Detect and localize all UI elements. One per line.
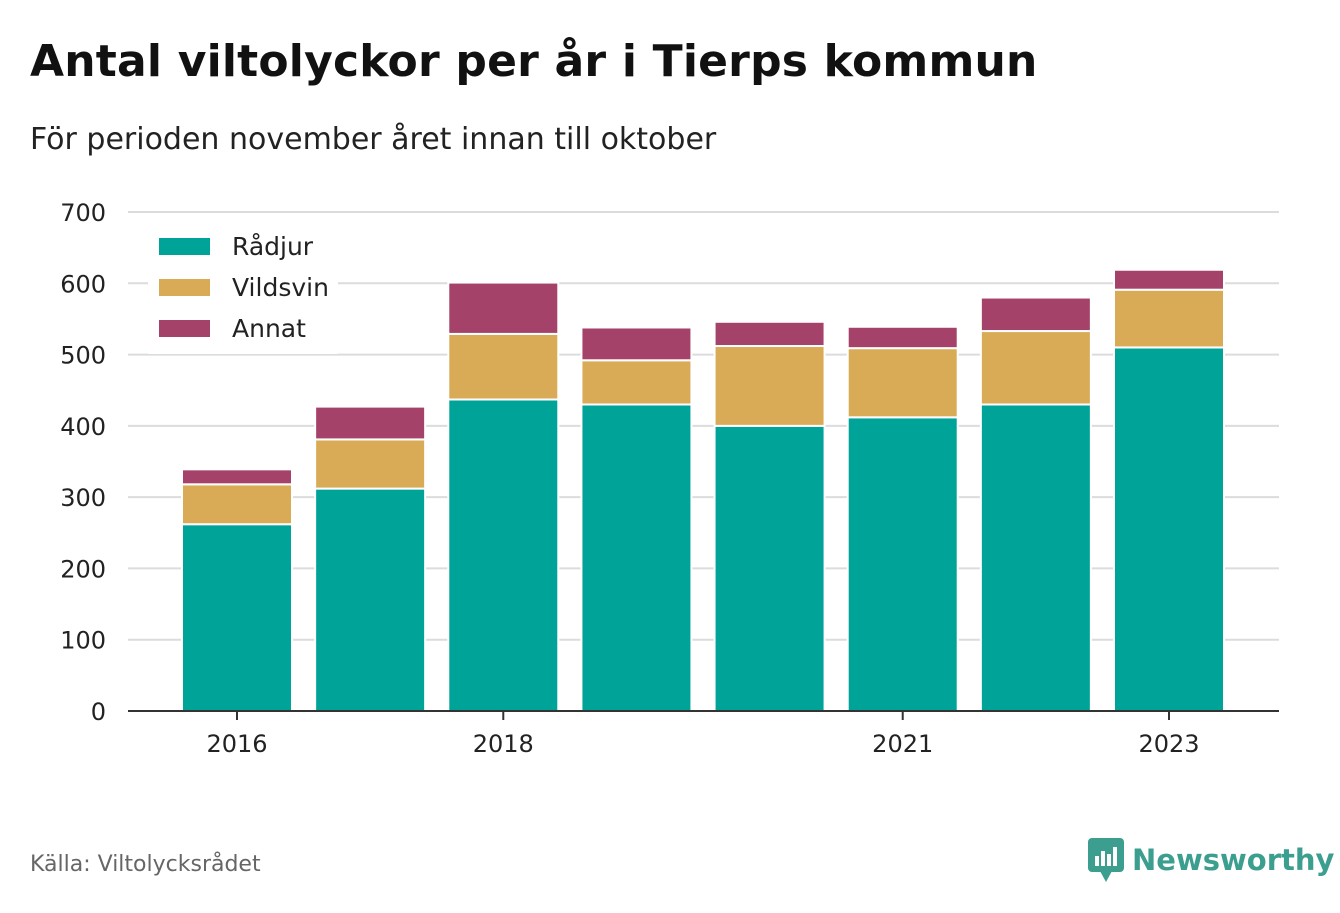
bar-segment-annat bbox=[314, 405, 427, 441]
brand-name: Newsworthy bbox=[1132, 843, 1335, 877]
bar-segment-annat bbox=[846, 325, 959, 350]
chart-subtitle: För perioden november året innan till ok… bbox=[30, 122, 717, 157]
legend-swatch bbox=[159, 279, 210, 296]
bar-segment-rådjur bbox=[181, 523, 293, 713]
bar-segment-vildsvin bbox=[314, 438, 427, 490]
legend-label: Annat bbox=[232, 314, 306, 343]
y-tick-label: 700 bbox=[60, 199, 106, 227]
y-axis: 0 100 200 300 400 500 600 700 bbox=[60, 199, 106, 726]
brand-logo: Newsworthy bbox=[1088, 838, 1334, 882]
bar-segment-vildsvin bbox=[181, 483, 293, 526]
bar-segment-vildsvin bbox=[713, 345, 826, 427]
x-tick-label: 2021 bbox=[872, 730, 933, 758]
bar-segment-annat bbox=[1113, 268, 1225, 291]
bar-segment-vildsvin bbox=[846, 347, 959, 419]
newsworthy-logo-icon bbox=[1088, 838, 1124, 882]
y-tick-label: 600 bbox=[60, 270, 106, 298]
legend-swatch bbox=[159, 238, 210, 255]
y-tick-label: 500 bbox=[60, 342, 106, 370]
legend: Rådjur Vildsvin Annat bbox=[148, 222, 338, 354]
bar-segment-rådjur bbox=[1113, 346, 1225, 712]
x-tick-label: 2016 bbox=[206, 730, 267, 758]
x-tick-label: 2023 bbox=[1138, 730, 1199, 758]
y-tick-label: 0 bbox=[91, 698, 106, 726]
chart-title: Antal viltolyckor per år i Tierps kommun bbox=[30, 36, 1038, 87]
bar-segment-rådjur bbox=[979, 403, 1092, 712]
bar-segment-vildsvin bbox=[1113, 288, 1225, 349]
source-note: Källa: Viltolycksrådet bbox=[30, 852, 261, 877]
y-tick-label: 200 bbox=[60, 555, 106, 583]
bar-segment-vildsvin bbox=[447, 332, 560, 401]
bar-segment-rådjur bbox=[713, 424, 826, 712]
bar-segment-annat bbox=[580, 326, 693, 362]
legend-label: Vildsvin bbox=[232, 273, 329, 302]
bar-segment-annat bbox=[181, 468, 293, 486]
y-tick-label: 100 bbox=[60, 627, 106, 655]
bar-segment-rådjur bbox=[580, 403, 693, 712]
bar-segment-annat bbox=[713, 320, 826, 348]
legend-label: Rådjur bbox=[232, 232, 314, 261]
bar-segment-annat bbox=[979, 296, 1092, 333]
bars bbox=[181, 268, 1225, 713]
bar-segment-annat bbox=[447, 281, 560, 335]
bar-segment-vildsvin bbox=[979, 330, 1092, 406]
bar-segment-vildsvin bbox=[580, 359, 693, 406]
bar-segment-rådjur bbox=[447, 398, 560, 712]
bar-segment-rådjur bbox=[314, 487, 427, 712]
x-tick-label: 2018 bbox=[473, 730, 534, 758]
y-tick-label: 300 bbox=[60, 484, 106, 512]
legend-swatch bbox=[159, 320, 210, 337]
bar-segment-rådjur bbox=[846, 416, 959, 712]
y-tick-label: 400 bbox=[60, 413, 106, 441]
x-axis: 2016 2018 2021 2023 bbox=[128, 710, 1279, 758]
